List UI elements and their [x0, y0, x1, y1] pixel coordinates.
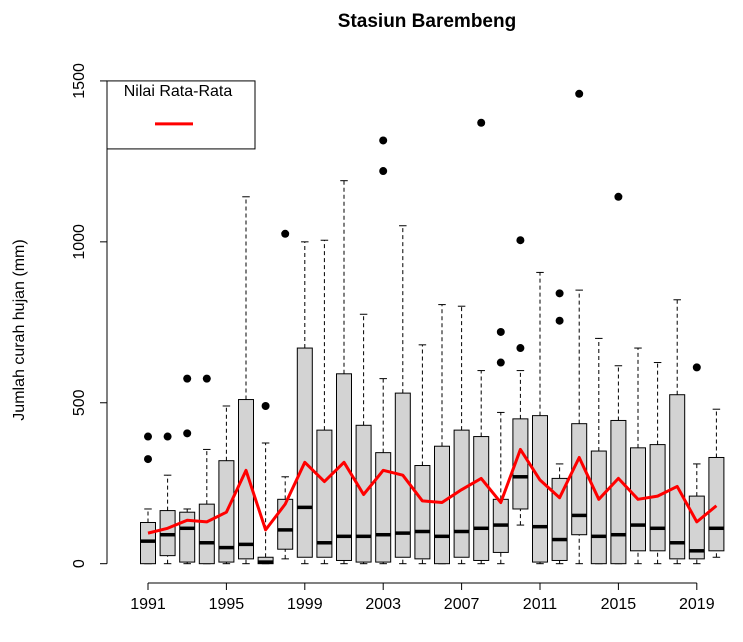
x-tick-label: 2019	[679, 596, 715, 613]
outlier	[163, 432, 172, 441]
box	[708, 456, 725, 552]
y-tick-label: 500	[71, 389, 88, 416]
outlier	[261, 401, 270, 410]
outlier	[379, 136, 388, 145]
outlier	[183, 429, 192, 438]
x-tick-label: 2003	[365, 596, 401, 613]
x-tick-label: 2015	[601, 596, 637, 613]
chart-title: Stasiun Barembeng	[338, 11, 516, 32]
x-tick-label: 1995	[209, 596, 245, 613]
outlier	[496, 358, 505, 367]
mean-line	[147, 447, 718, 535]
x-tick-label: 2007	[444, 596, 480, 613]
y-tick-label: 1500	[71, 63, 88, 99]
box	[238, 399, 254, 560]
box	[179, 511, 196, 563]
outlier	[575, 89, 584, 98]
box	[610, 419, 627, 565]
box	[198, 503, 215, 565]
outlier	[281, 229, 290, 238]
box	[296, 347, 313, 558]
box	[571, 423, 588, 536]
box	[551, 477, 568, 561]
outlier	[183, 374, 192, 383]
box	[590, 450, 607, 565]
x-tick-label: 1999	[287, 596, 323, 613]
outlier	[144, 432, 152, 441]
box	[512, 418, 529, 510]
box	[277, 498, 294, 550]
box	[336, 373, 352, 561]
outlier	[144, 455, 152, 464]
box	[140, 521, 156, 565]
outlier	[516, 344, 525, 353]
outlier	[555, 316, 564, 325]
legend-label: Nilai Rata-Rata	[124, 83, 233, 100]
box	[688, 495, 705, 560]
outlier	[496, 327, 505, 336]
box	[434, 445, 450, 565]
outlier	[516, 236, 525, 245]
outlier	[477, 118, 486, 127]
legend-box	[106, 80, 256, 150]
outlier	[202, 374, 211, 383]
y-tick-label: 1000	[71, 224, 88, 260]
box	[669, 394, 686, 560]
box	[532, 415, 548, 563]
x-tick-label: 1991	[130, 596, 166, 613]
outlier	[555, 289, 564, 298]
y-axis-label: Jumlah curah hujan (mm)	[11, 239, 28, 420]
x-tick-label: 2011	[523, 596, 558, 613]
outlier	[379, 167, 388, 176]
outlier	[614, 192, 623, 201]
y-tick-label: 0	[71, 559, 88, 568]
box	[473, 436, 490, 561]
outlier	[692, 363, 701, 372]
box	[414, 465, 431, 560]
box	[316, 429, 333, 558]
